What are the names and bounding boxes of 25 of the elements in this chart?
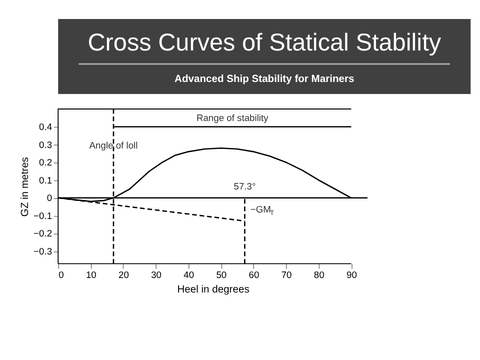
x-tick-label: 40 [184,270,194,280]
y-tick-label: 0.4 [39,122,52,132]
x-axis-title: Heel in degrees [177,284,250,296]
chart-title: Cross Curves of Statical Stability [88,30,442,56]
y-tick-label: −0.2 [34,228,52,239]
series-label: Range of stability [196,113,269,124]
y-tick-label: 0.1 [39,175,52,186]
x-tick-label: 50 [216,270,227,280]
x-tick-label: 70 [281,270,292,280]
y-tick-label: 0.2 [39,158,52,168]
x-tick-label: 10 [86,270,96,280]
x-tick-label: 0 [58,270,64,280]
chart-subtitle: Advanced Ship Stability for Mariners [174,74,354,85]
y-tick-label: −0.1 [34,210,52,221]
y-tick-label: 0.3 [39,140,52,150]
x-tick-label: 20 [118,270,129,280]
x-tick-label: 30 [151,270,162,280]
y-tick-label: 0 [46,193,52,204]
y-tick-label: −0.3 [34,246,52,257]
ref-line-label: 57.3° [234,182,256,192]
x-tick-label: 80 [314,270,324,280]
x-tick-label: 90 [346,270,357,280]
y-axis-title: GZ in metres [20,157,31,217]
ref-line-label: Angle of loll [89,140,138,150]
x-tick-label: 60 [248,270,260,280]
